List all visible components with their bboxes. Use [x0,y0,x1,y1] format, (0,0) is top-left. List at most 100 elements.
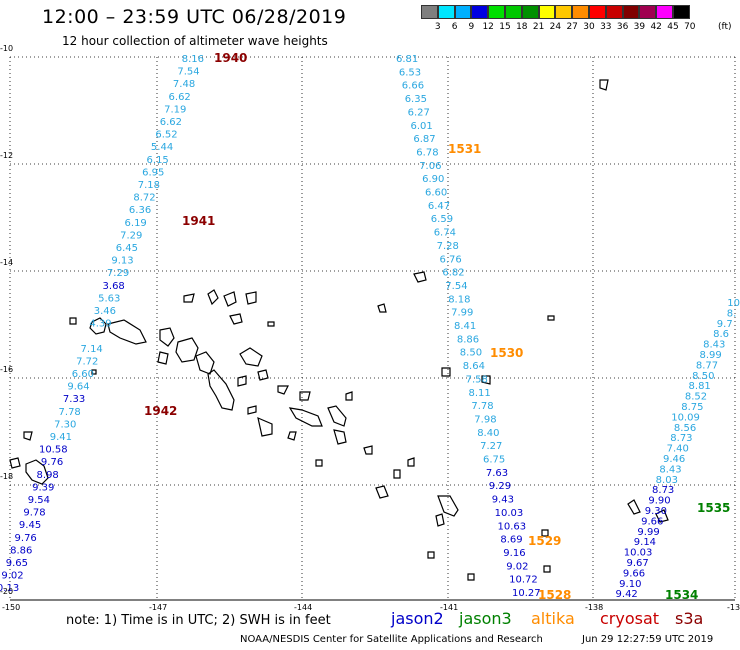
wave-height-value: 6.47 [428,201,450,212]
pass-time-label: 1528 [538,588,571,602]
pass-time-label: 1531 [448,142,481,156]
island-outline [377,303,387,313]
color-swatch [521,5,539,19]
island-outline [89,317,107,335]
wave-height-value: 9.67 [626,558,648,569]
pass-labels: 1940 1941 1942 1531 1530 1529 1528 1535 1534 [144,51,730,602]
wave-height-value: 7.78 [59,407,81,418]
wave-height-value: 8.40 [477,428,499,439]
wave-height-value: 10.03 [495,508,524,519]
wave-height-value: 9.39 [32,482,54,493]
island-outline [23,431,33,441]
color-scale-label: 33 [600,22,612,32]
color-scale-label: 24 [549,22,562,32]
wave-height-value: 10.58 [39,445,68,456]
island-outline [175,337,199,363]
wave-height-value: 6.66 [402,81,424,92]
wave-height-value: 8.86 [457,334,479,345]
island-outline [541,529,549,537]
wave-height-value: 8.43 [703,340,725,351]
wave-height-value: 10.72 [509,575,538,586]
wave-height-value: 9.7 [717,319,733,330]
wave-height-value: 9.29 [489,481,511,492]
island-outline [183,293,195,303]
legend-cryosat: cryosat [600,609,660,628]
color-scale-unit: (ft) [718,22,732,32]
wave-height-value: 7.40 [667,444,689,455]
island-outline [237,375,247,387]
wave-height-value: 7.29 [120,230,142,241]
wave-height-value: 5.63 [98,293,120,304]
color-swatch [605,5,623,19]
wave-height-value: 7.63 [486,468,508,479]
island-outline [547,315,555,321]
legend-jason2: jason2 [391,609,444,628]
color-swatch [437,5,455,19]
wave-height-value: 8.56 [674,423,696,434]
color-scale-label: 18 [516,22,528,32]
island-outline [327,405,347,427]
color-swatch [656,5,673,19]
island-outline [229,313,243,325]
wave-height-value: 8.69 [500,535,522,546]
wave-height-value: 7.14 [81,344,103,355]
island-outline [481,375,491,385]
color-scale-label: 15 [499,22,511,32]
credit-timestamp: Jun 29 12:27:59 UTC 2019 [582,634,714,645]
wave-height-value: 6.27 [408,107,430,118]
wave-height-value: 6.53 [399,67,421,78]
wave-height-value: 6.90 [422,174,444,185]
color-scale-label: 45 [667,22,679,32]
y-tick-label: -16 [0,365,14,374]
island-outline [363,445,373,455]
wave-height-value: 6.82 [442,268,464,279]
wave-height-value: 7.99 [451,308,473,319]
wave-height-value: 8.99 [699,350,721,361]
wave-height-value: 7.98 [474,414,496,425]
wave-height-value: 3.46 [94,306,116,317]
wave-height-value: 9.46 [663,454,685,465]
wave-height-value: 9.02 [506,561,528,572]
wave-height-value: 9.43 [492,495,514,506]
color-scale-label: 30 [583,22,595,32]
wave-height-value: 7.78 [471,401,493,412]
island-outline [207,289,219,306]
wave-height-value: 9.42 [616,589,638,600]
wave-height-value: 7.30 [54,419,76,430]
y-tick-label: -12 [0,151,14,160]
wave-height-value: 6.60 [72,369,94,380]
island-outline [315,459,323,467]
wave-height-value: 8.73 [652,485,674,496]
wave-height-value: 9.10 [619,579,641,590]
wave-height-value: 8.72 [133,193,155,204]
pass-time-label: 1535 [697,501,730,515]
wave-height-value: 8.41 [454,321,476,332]
wave-height-value: 7.72 [76,356,98,367]
wave-height-value: 6.87 [413,134,435,145]
x-tick-label: -141 [440,603,459,612]
island-outline [157,351,169,365]
wave-height-value: 6.78 [416,147,438,158]
island-outline [435,513,445,527]
island-outline [239,347,263,367]
color-scale-label: 3 [434,22,441,32]
color-swatch [421,5,438,19]
color-scale-label: 39 [633,22,646,32]
wave-height-value: 8.81 [689,381,711,392]
wave-height-value: 10.13 [0,583,19,594]
color-swatch [572,5,589,19]
wave-height-value: 7.58 [466,374,488,385]
x-tick-label: -135 [727,603,740,612]
island-outline [159,327,175,347]
color-swatch [538,5,556,19]
wave-height-value: 7.54 [445,281,467,292]
legend-altika: altika [531,609,575,628]
map-subtitle: 12 hour collection of altimeter wave hei… [62,34,328,48]
island-outline [627,499,641,515]
island-outline [599,79,609,91]
island-outline [267,321,275,327]
wave-height-value: 9.14 [634,537,656,548]
wave-height-value: 5.44 [151,142,173,153]
wave-height-value: 9.76 [15,533,37,544]
island-outline [345,391,353,401]
